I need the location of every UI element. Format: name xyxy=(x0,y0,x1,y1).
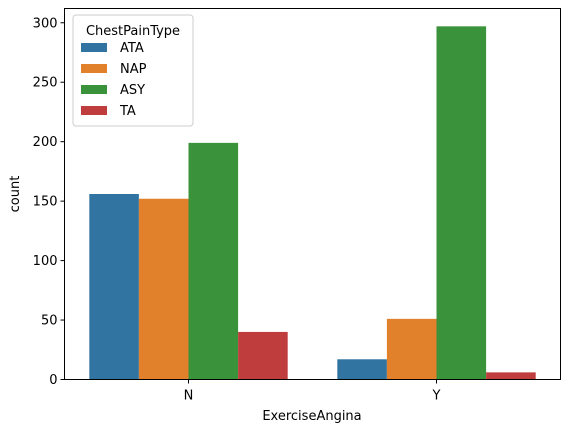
x-tick-label: Y xyxy=(432,389,441,404)
legend-swatch-nap xyxy=(81,64,107,73)
legend-swatch-ta xyxy=(81,106,107,115)
x-tick-label: N xyxy=(184,389,194,404)
y-tick-label: 0 xyxy=(49,373,57,388)
bar-n-nap xyxy=(138,198,189,380)
bar-y-asy xyxy=(436,26,487,380)
legend-label-ata: ATA xyxy=(120,41,144,56)
legend-swatch-asy xyxy=(81,85,107,94)
bar-n-ata xyxy=(89,194,139,380)
bar-n-asy xyxy=(188,142,239,380)
y-axis-ticks: 0 50 100 150 200 250 300 xyxy=(33,16,65,388)
y-tick-label: 200 xyxy=(33,135,58,150)
legend: ChestPainType ATA NAP ASY TA xyxy=(72,14,194,127)
legend-label-asy: ASY xyxy=(120,83,145,98)
legend-box xyxy=(72,14,194,127)
y-axis-label: count xyxy=(8,176,23,213)
bars-group xyxy=(89,26,536,380)
legend-title: ChestPainType xyxy=(86,24,180,39)
plot-frame xyxy=(64,8,561,380)
x-axis-label: ExerciseAngina xyxy=(262,409,361,424)
bar-y-ta xyxy=(486,372,536,380)
legend-label-nap: NAP xyxy=(120,62,147,77)
legend-swatch-ata xyxy=(81,43,107,52)
y-tick-label: 100 xyxy=(33,254,58,269)
bar-y-nap xyxy=(386,318,437,380)
bar-y-ata xyxy=(337,359,387,380)
bar-n-ta xyxy=(238,331,288,380)
legend-label-ta: TA xyxy=(119,104,136,119)
y-tick-label: 150 xyxy=(33,195,58,210)
y-tick-label: 50 xyxy=(41,314,58,329)
y-tick-label: 300 xyxy=(33,16,58,31)
y-tick-label: 250 xyxy=(33,76,58,91)
